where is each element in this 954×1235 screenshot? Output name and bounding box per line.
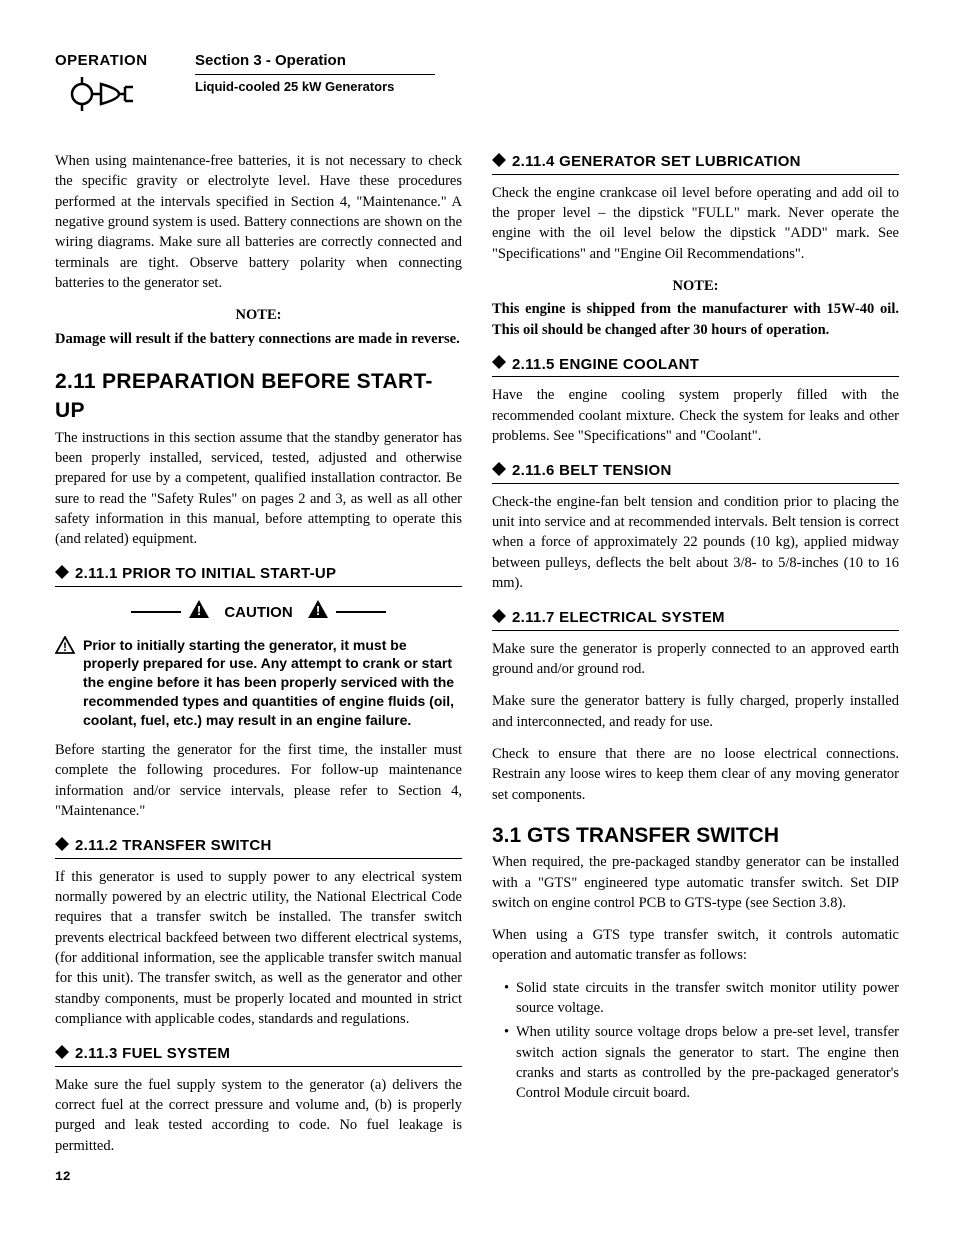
- diamond-icon: [55, 836, 69, 857]
- caution-banner: ! CAUTION !: [55, 599, 462, 626]
- heading-2-11: 2.11 PREPARATION BEFORE START-UP: [55, 367, 462, 426]
- operation-icon: [55, 74, 148, 119]
- heading-2-11-6: 2.11.6 BELT TENSION: [492, 460, 899, 484]
- para-2-11-3: Make sure the fuel supply system to the …: [55, 1075, 462, 1156]
- para-2-11-4: Check the engine crankcase oil level bef…: [492, 183, 899, 264]
- diamond-icon: [492, 461, 506, 482]
- operation-block: OPERATION: [55, 50, 148, 119]
- warning-triangle-icon: !: [188, 599, 210, 626]
- heading-text: 2.11.7 ELECTRICAL SYSTEM: [512, 609, 725, 626]
- para-2-11-7b: Make sure the generator battery is fully…: [492, 691, 899, 732]
- heading-text: 2.11.2 TRANSFER SWITCH: [75, 837, 272, 854]
- operation-label-text: OPERATION: [55, 50, 148, 71]
- section-subtitle: Liquid-cooled 25 kW Generators: [195, 78, 899, 96]
- heading-2-11-7: 2.11.7 ELECTRICAL SYSTEM: [492, 607, 899, 631]
- warning-triangle-icon: !: [55, 636, 75, 659]
- svg-text:!: !: [63, 640, 67, 654]
- diamond-icon: [55, 1044, 69, 1065]
- heading-text: 2.11.5 ENGINE COOLANT: [512, 356, 699, 373]
- svg-text:!: !: [197, 603, 201, 618]
- para-3-1b: When using a GTS type transfer switch, i…: [492, 925, 899, 966]
- para-2-11-6: Check-the engine-fan belt tension and co…: [492, 492, 899, 593]
- right-column: 2.11.4 GENERATOR SET LUBRICATION Check t…: [492, 151, 899, 1186]
- para-3-1a: When required, the pre-packaged standby …: [492, 852, 899, 913]
- note-body: This engine is shipped from the manufact…: [492, 299, 899, 340]
- warning-text: Prior to initially starting the generato…: [83, 637, 454, 729]
- diamond-icon: [492, 152, 506, 173]
- caution-line-right: [336, 611, 386, 613]
- para-2-11-7c: Check to ensure that there are no loose …: [492, 744, 899, 805]
- note-label: NOTE:: [492, 276, 899, 296]
- list-item: Solid state circuits in the transfer swi…: [504, 978, 899, 1019]
- note-body: Damage will result if the battery connec…: [55, 329, 462, 349]
- section-header: Section 3 - Operation Liquid-cooled 25 k…: [195, 50, 899, 96]
- para-2-11-7a: Make sure the generator is properly conn…: [492, 639, 899, 680]
- content-columns: When using maintenance-free batteries, i…: [55, 151, 899, 1186]
- intro-paragraph: When using maintenance-free batteries, i…: [55, 151, 462, 293]
- para-2-11-2: If this generator is used to supply powe…: [55, 867, 462, 1029]
- page-header: OPERATION Section 3 - Operation Liquid-c…: [55, 50, 899, 96]
- caution-line-left: [131, 611, 181, 613]
- diamond-icon: [492, 354, 506, 375]
- warning-triangle-icon: !: [307, 599, 329, 626]
- svg-text:!: !: [316, 603, 320, 618]
- left-column: When using maintenance-free batteries, i…: [55, 151, 462, 1186]
- heading-2-11-5: 2.11.5 ENGINE COOLANT: [492, 354, 899, 378]
- heading-text: 2.11.1 PRIOR TO INITIAL START-UP: [75, 565, 336, 582]
- diamond-icon: [492, 608, 506, 629]
- diamond-icon: [55, 564, 69, 585]
- para-2-11: The instructions in this section assume …: [55, 428, 462, 550]
- heading-2-11-3: 2.11.3 FUEL SYSTEM: [55, 1043, 462, 1067]
- heading-2-11-4: 2.11.4 GENERATOR SET LUBRICATION: [492, 151, 899, 175]
- list-item: When utility source voltage drops below …: [504, 1022, 899, 1103]
- caution-text: CAUTION: [224, 602, 292, 623]
- para-2-11-5: Have the engine cooling system properly …: [492, 385, 899, 446]
- section-title: Section 3 - Operation: [195, 50, 435, 75]
- heading-text: 2.11.3 FUEL SYSTEM: [75, 1045, 230, 1062]
- heading-3-1: 3.1 GTS TRANSFER SWITCH: [492, 821, 899, 850]
- heading-2-11-2: 2.11.2 TRANSFER SWITCH: [55, 835, 462, 859]
- page-number: 12: [55, 1168, 462, 1186]
- warning-paragraph: ! Prior to initially starting the genera…: [55, 636, 462, 730]
- heading-text: 2.11.6 BELT TENSION: [512, 462, 672, 479]
- bullet-list: Solid state circuits in the transfer swi…: [492, 978, 899, 1104]
- heading-2-11-1: 2.11.1 PRIOR TO INITIAL START-UP: [55, 563, 462, 587]
- note-label: NOTE:: [55, 305, 462, 325]
- heading-text: 2.11.4 GENERATOR SET LUBRICATION: [512, 153, 801, 170]
- para-before-starting: Before starting the generator for the fi…: [55, 740, 462, 821]
